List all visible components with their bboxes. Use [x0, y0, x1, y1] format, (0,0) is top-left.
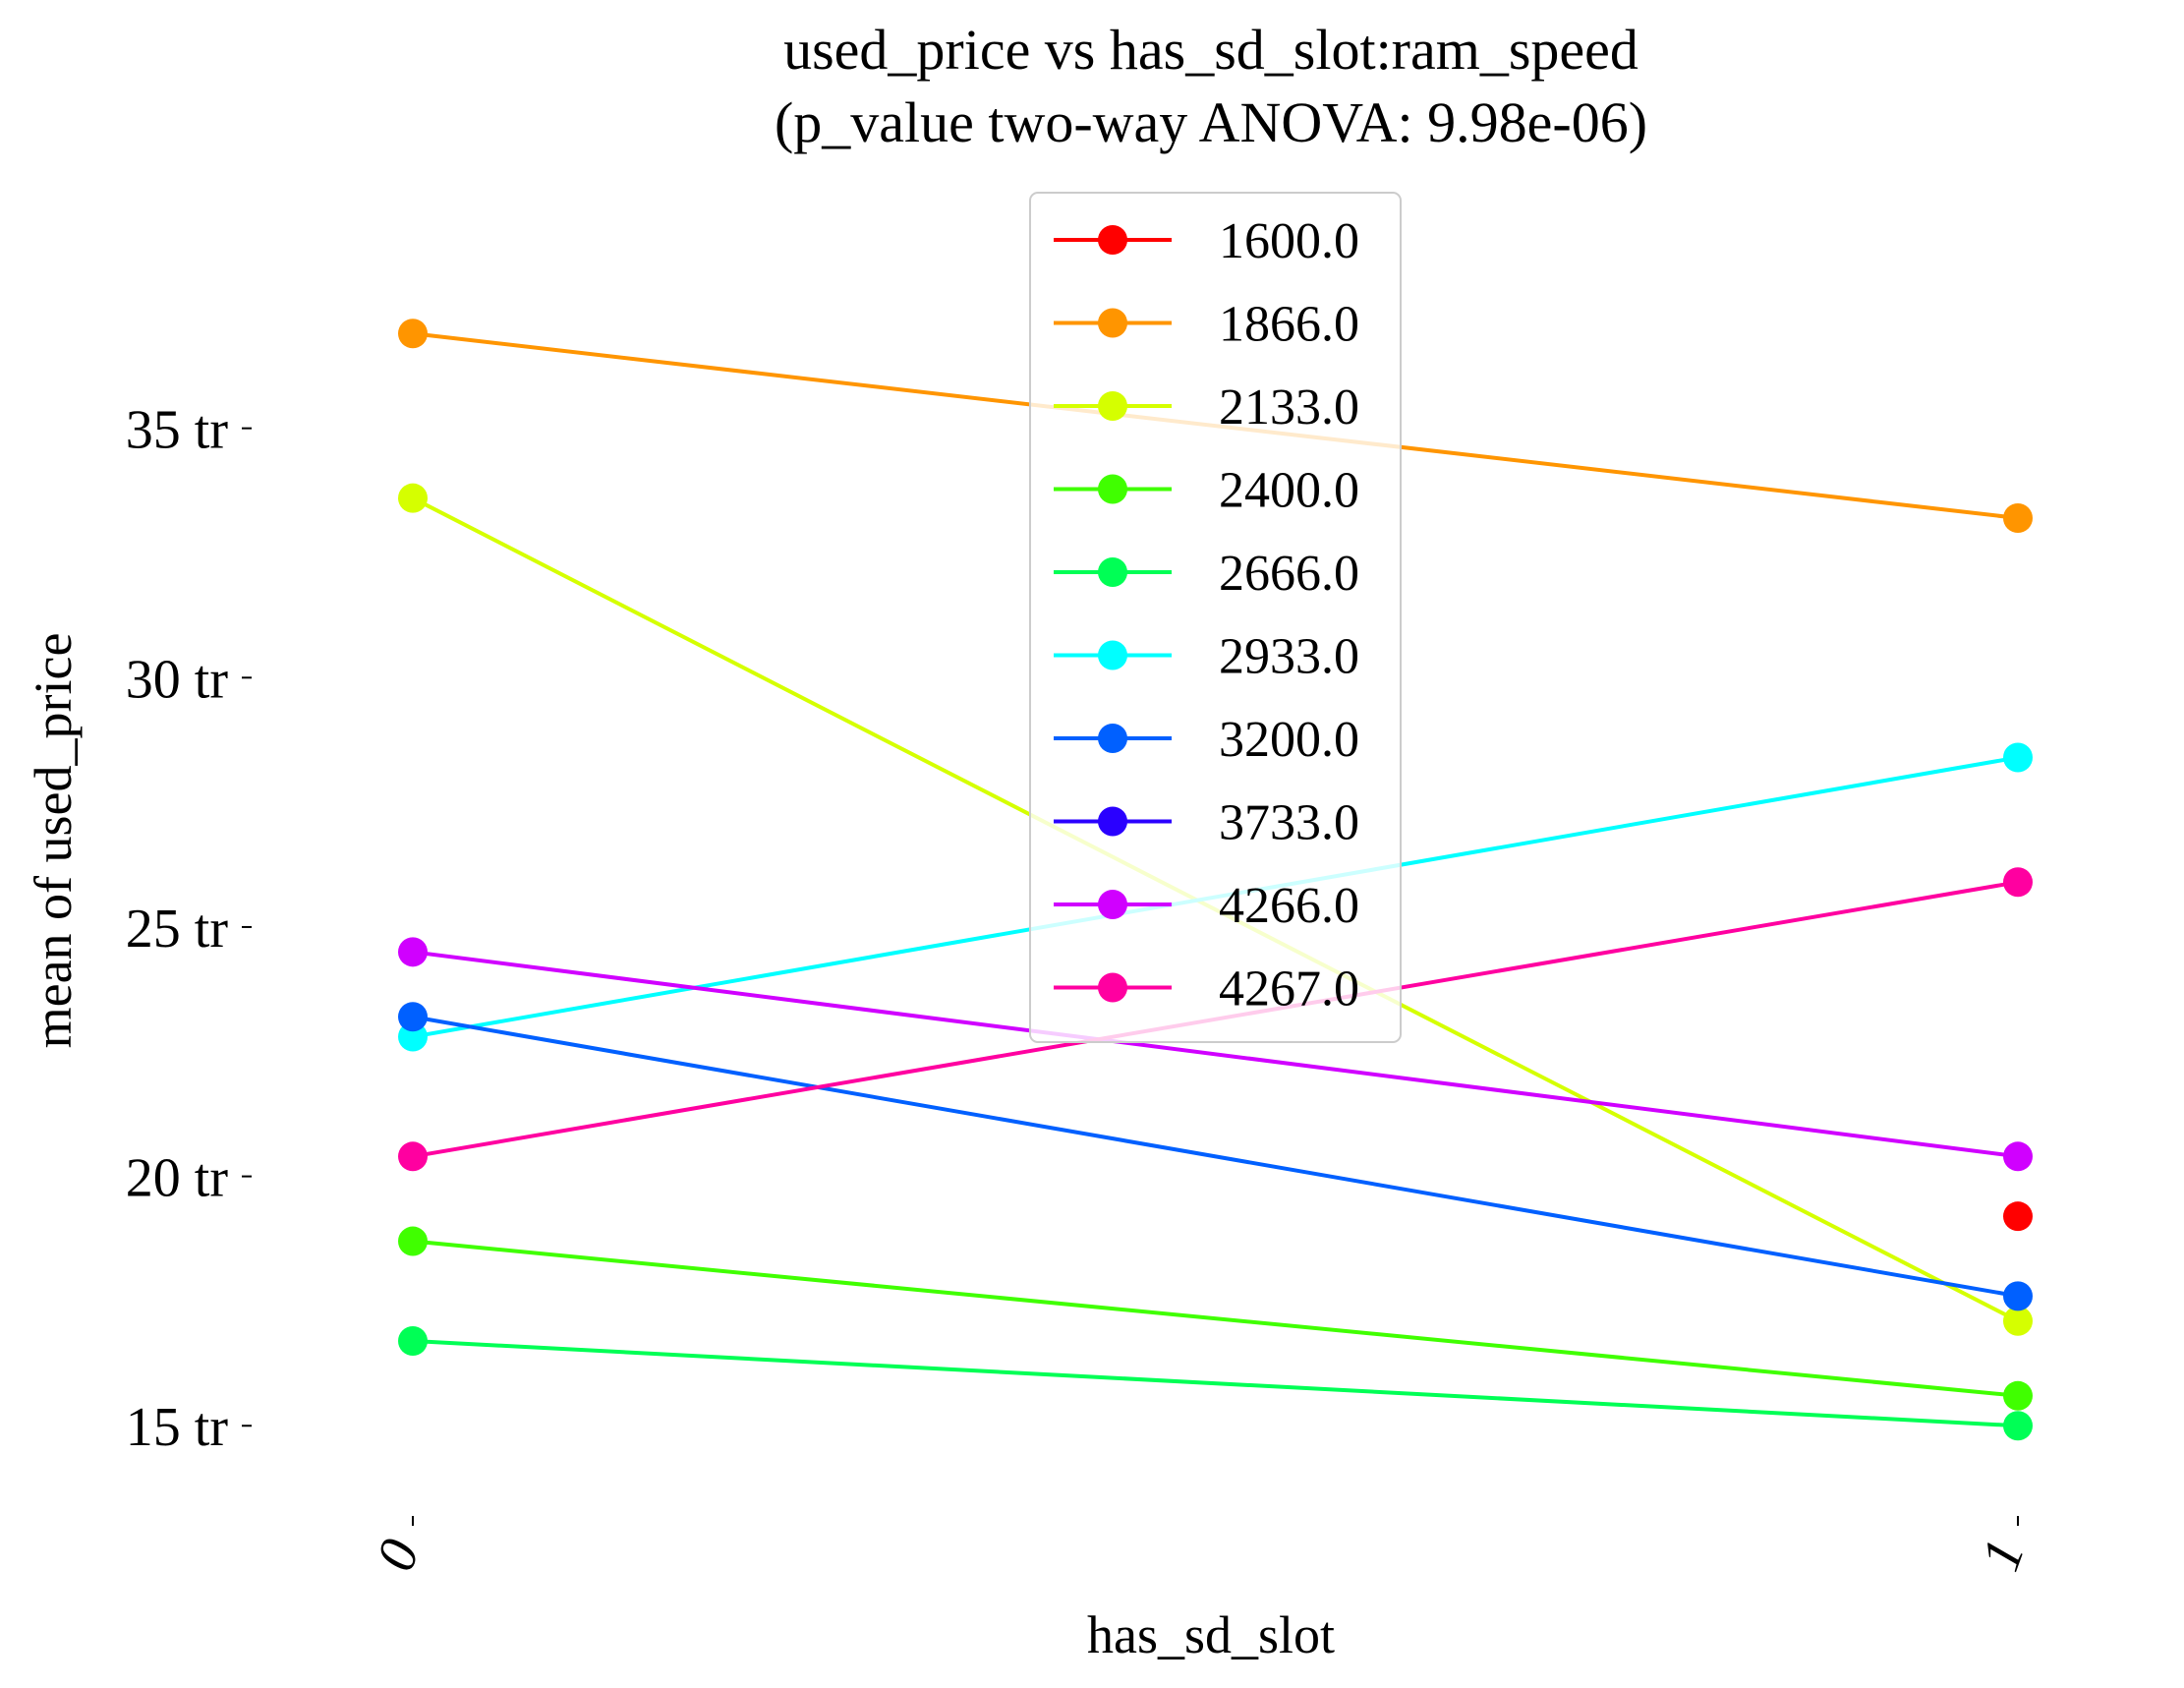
- data-point-4267.0: [398, 1141, 428, 1172]
- legend-marker: [1098, 640, 1127, 670]
- data-point-2133.0: [398, 483, 428, 513]
- y-tick-label: 30 tr: [126, 649, 229, 710]
- chart-subtitle: (p_value two-way ANOVA: 9.98e-06): [775, 90, 1647, 154]
- legend-label: 3733.0: [1219, 795, 1359, 851]
- legend-marker: [1098, 972, 1127, 1003]
- legend: 1600.0 1866.0 2133.0 2400.0 2666.0 2933.0 3200…: [1029, 192, 1402, 1043]
- legend-marker: [1098, 225, 1127, 255]
- data-point-1600.0: [2003, 1201, 2033, 1232]
- legend-entry: 1866.0: [1054, 297, 1359, 353]
- data-point-2666.0: [398, 1326, 428, 1357]
- data-point-2400.0: [398, 1226, 428, 1256]
- y-tick-label: 25 tr: [126, 899, 229, 960]
- data-point-1866.0: [398, 319, 428, 349]
- legend-marker: [1098, 557, 1127, 587]
- chart-title: used_price vs has_sd_slot:ram_speed: [783, 18, 1638, 82]
- y-axis-label: mean of used_price: [24, 633, 83, 1049]
- y-tick-label: 20 tr: [126, 1148, 229, 1209]
- legend-entry: 1600.0: [1054, 213, 1359, 269]
- legend-marker: [1098, 391, 1127, 421]
- series-line-2666.0: [412, 1339, 2019, 1428]
- data-point-1866.0: [2003, 502, 2033, 533]
- legend-label: 2400.0: [1219, 463, 1359, 519]
- legend-label: 2133.0: [1219, 379, 1359, 436]
- legend-label: 2666.0: [1219, 546, 1359, 602]
- series-line-3200.0: [412, 1015, 2019, 1299]
- y-tick-label: 15 tr: [126, 1397, 229, 1458]
- legend-label: 2933.0: [1219, 629, 1359, 685]
- legend-entry: 2133.0: [1054, 379, 1359, 436]
- y-tick-label: 35 tr: [126, 400, 229, 461]
- x-tick-label: 0: [365, 1532, 431, 1579]
- legend-label: 3200.0: [1219, 712, 1359, 768]
- data-point-2933.0: [2003, 742, 2033, 773]
- series-line-4266.0: [412, 950, 2019, 1159]
- data-point-4266.0: [398, 937, 428, 967]
- legend-entry: 4266.0: [1054, 878, 1359, 934]
- series-line-2400.0: [412, 1239, 2019, 1398]
- legend-marker: [1098, 474, 1127, 504]
- legend-marker: [1098, 308, 1127, 338]
- data-point-4266.0: [2003, 1141, 2033, 1172]
- data-point-3200.0: [398, 1002, 428, 1032]
- legend-label: 4266.0: [1219, 878, 1359, 934]
- legend-marker: [1098, 724, 1127, 753]
- legend-entry: 3200.0: [1054, 712, 1359, 768]
- legend-marker: [1098, 890, 1127, 919]
- data-point-3200.0: [2003, 1281, 2033, 1311]
- legend-label: 1866.0: [1219, 297, 1359, 353]
- series-points: [398, 319, 2033, 1441]
- x-axis-label: has_sd_slot: [1087, 1605, 1335, 1664]
- data-point-2400.0: [2003, 1380, 2033, 1411]
- legend-label: 1600.0: [1219, 213, 1359, 269]
- legend-marker: [1098, 806, 1127, 837]
- legend-entry: 2400.0: [1054, 463, 1359, 519]
- legend-entry: 3733.0: [1054, 795, 1359, 851]
- data-point-2666.0: [2003, 1411, 2033, 1441]
- y-axis: 15 tr 20 tr 25 tr 30 tr 35 tr: [126, 400, 252, 1458]
- legend-label: 4267.0: [1219, 961, 1359, 1018]
- legend-entry: 2666.0: [1054, 546, 1359, 602]
- legend-entry: 4267.0: [1054, 961, 1359, 1018]
- legend-entry: 2933.0: [1054, 629, 1359, 685]
- data-point-4267.0: [2003, 867, 2033, 898]
- x-tick-label: 1: [1970, 1532, 2037, 1579]
- data-point-2133.0: [2003, 1306, 2033, 1336]
